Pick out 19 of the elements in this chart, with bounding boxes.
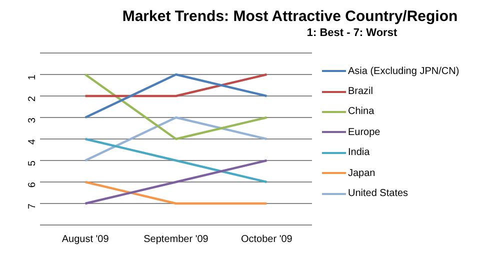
y-tick-label: 2	[26, 96, 38, 102]
legend-label: Japan	[348, 168, 376, 179]
y-tick-label: 1	[26, 74, 38, 80]
legend-label: China	[348, 106, 374, 118]
legend-label: Europe	[348, 126, 380, 138]
y-tick-label: 4	[26, 138, 38, 145]
chart-title: Market Trends: Most Attractive Country/Region	[121, 8, 459, 25]
x-tick-label: October '09	[240, 234, 293, 245]
y-tick-label: 7	[26, 203, 38, 210]
y-tick-label: 3	[26, 117, 38, 124]
legend-label: Asia (Excluding JPN/CN)	[348, 66, 460, 77]
legend-label: India	[348, 147, 370, 158]
y-tick-label: 6	[26, 182, 38, 188]
legend-label: Brazil	[348, 86, 374, 98]
x-tick-label: August '09	[62, 234, 110, 245]
y-tick-label: 5	[26, 160, 38, 166]
legend-label: United States	[348, 188, 408, 200]
text: 1: Best - 7: Worst	[306, 27, 398, 39]
x-tick-label: September '09	[144, 234, 209, 245]
